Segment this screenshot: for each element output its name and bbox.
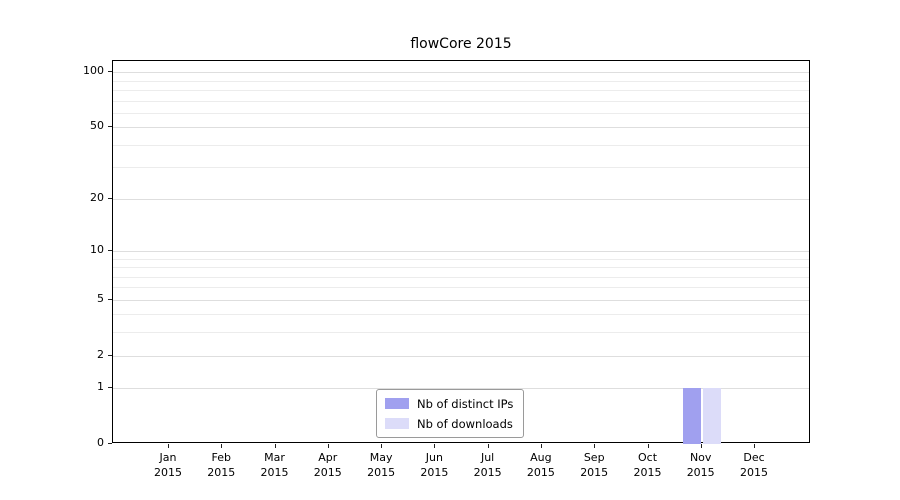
x-tick-mark	[274, 444, 276, 448]
x-tick-month: Jul	[480, 451, 495, 464]
x-tick-year: 2015	[526, 466, 555, 479]
x-tick-year: 2015	[367, 466, 396, 479]
x-tick-label: Dec 2015	[724, 450, 784, 480]
x-tick-mark	[168, 444, 169, 448]
major-gridline	[113, 388, 809, 390]
y-tick-mark	[108, 71, 112, 73]
x-tick-mark	[754, 444, 755, 448]
x-tick-month: Jun	[425, 451, 443, 464]
minor-gridline	[113, 332, 809, 334]
x-tick-mark	[221, 444, 223, 448]
x-tick-month: Jan	[159, 451, 177, 464]
minor-gridline	[113, 80, 809, 82]
y-tick-label: 2	[97, 347, 104, 361]
major-gridline	[113, 250, 809, 252]
x-tick-label: Aug 2015	[511, 450, 571, 480]
legend-swatch-nb-of-distinct-ips	[385, 398, 409, 409]
x-tick-year: 2015	[740, 466, 768, 479]
y-tick-label: 50	[90, 119, 104, 133]
y-tick-mark	[108, 249, 112, 251]
x-tick-year: 2015	[580, 466, 609, 479]
x-tick-month: Dec	[743, 451, 765, 464]
x-tick-label: Feb 2015	[191, 450, 251, 480]
major-gridline	[113, 355, 809, 357]
plot-area	[112, 60, 810, 444]
x-tick-year: 2015	[154, 466, 182, 479]
x-tick-month: Apr	[318, 451, 338, 464]
legend-label: Nb of distinct IPs	[417, 396, 514, 411]
minor-gridline	[113, 144, 809, 146]
y-tick-label: 20	[90, 190, 104, 204]
major-gridline	[113, 198, 809, 200]
major-gridline	[113, 299, 809, 301]
y-tick-label: 1	[97, 380, 104, 394]
minor-gridline	[113, 100, 809, 102]
x-tick-year: 2015	[473, 466, 502, 479]
y-tick-label: 10	[90, 242, 104, 256]
x-tick-month: Nov	[689, 451, 712, 464]
minor-gridline	[113, 89, 809, 91]
x-tick-label: Jul 2015	[458, 450, 518, 480]
x-tick-mark	[487, 444, 489, 448]
y-tick-label: 100	[83, 64, 104, 78]
x-tick-mark	[594, 444, 596, 448]
x-tick-mark	[647, 444, 649, 448]
x-tick-mark	[434, 444, 436, 448]
x-tick-year: 2015	[260, 466, 289, 479]
legend: Nb of distinct IPs Nb of downloads	[376, 389, 525, 438]
major-gridline	[113, 72, 809, 74]
x-tick-label: Jun 2015	[404, 450, 464, 480]
x-tick-mark	[540, 444, 542, 448]
minor-gridline	[113, 314, 809, 316]
x-tick-label: Apr 2015	[298, 450, 358, 480]
minor-gridline	[113, 167, 809, 169]
x-tick-mark	[327, 444, 329, 448]
x-tick-month: Aug	[530, 451, 552, 464]
y-tick-mark	[108, 387, 112, 389]
minor-gridline	[113, 267, 809, 268]
legend-swatch-nb-of-downloads	[385, 418, 409, 429]
legend-item-nb-of-distinct-ips: Nb of distinct IPs	[385, 396, 513, 411]
legend-item-nb-of-downloads: Nb of downloads	[385, 416, 513, 431]
y-tick-mark	[108, 197, 112, 199]
y-tick-mark	[108, 298, 112, 300]
x-tick-label: Mar 2015	[245, 450, 305, 480]
x-tick-month: Sep	[583, 451, 605, 464]
x-tick-year: 2015	[207, 466, 236, 479]
x-tick-year: 2015	[633, 466, 662, 479]
minor-gridline	[113, 258, 809, 260]
y-tick-label: 0	[97, 436, 104, 449]
y-tick-mark	[108, 126, 112, 128]
x-tick-label: Nov 2015	[671, 450, 731, 480]
x-tick-mark	[381, 444, 383, 448]
x-tick-label: Sep 2015	[564, 450, 624, 480]
y-tick-mark	[108, 354, 112, 356]
x-tick-year: 2015	[313, 466, 342, 479]
x-tick-label: May 2015	[351, 450, 411, 480]
x-tick-year: 2015	[686, 466, 715, 479]
chart-title: flowCore 2015	[410, 36, 512, 52]
minor-gridline	[113, 112, 809, 114]
legend-label: Nb of downloads	[417, 416, 513, 431]
x-tick-label: Jan 2015	[138, 450, 198, 480]
bar-nb-of-downloads	[702, 388, 721, 444]
minor-gridline	[113, 287, 809, 289]
x-tick-label: Oct 2015	[618, 450, 678, 480]
x-tick-month: Mar	[264, 451, 285, 464]
minor-gridline	[113, 276, 809, 278]
y-tick-mark	[108, 443, 112, 444]
x-tick-month: May	[369, 451, 393, 464]
bar-nb-of-distinct-ips	[682, 388, 701, 444]
x-tick-mark	[700, 444, 702, 448]
x-tick-month: Feb	[211, 451, 232, 464]
major-gridline	[113, 127, 809, 129]
x-tick-year: 2015	[420, 466, 449, 479]
x-tick-month: Oct	[637, 451, 658, 464]
y-tick-label: 5	[97, 291, 104, 305]
